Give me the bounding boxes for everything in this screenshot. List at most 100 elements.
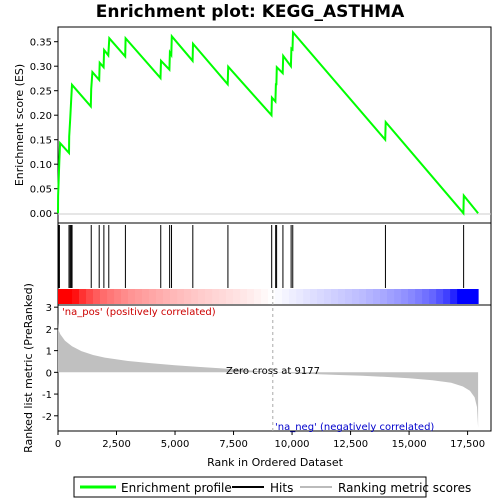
es-y-tick-label: 0.20 [30,111,52,122]
enrichment-profile-line [57,29,479,216]
es-y-tick-label: 0.35 [30,38,52,49]
metric-x-tick-label: 17,500 [450,439,485,450]
es-y-tick-label: 0.00 [30,209,52,220]
heat-bar-segment [191,289,199,304]
heat-bar-segment [296,289,304,304]
heat-bar-segment [331,289,339,304]
zero-cross-label: Zero cross at 9177 [226,366,320,377]
legend-label-metric: Ranking metric scores [338,481,471,495]
metric-y-axis-label: Ranked list metric (PreRanked) [22,283,35,453]
es-y-tick-label: 0.25 [30,87,52,98]
hit-markers [57,225,465,288]
heat-bar-segment [289,289,297,304]
heat-bar-segment [79,289,87,304]
metric-x-tick-label: 10,000 [275,439,310,450]
metric-x-tick-label: 2,500 [102,439,131,450]
heat-bar-segment [310,289,318,304]
heat-bar-segment [177,289,185,304]
es-y-tick-label: 0.10 [30,160,52,171]
heat-bar-segment [422,289,430,304]
legend-label-hits: Hits [270,481,293,495]
metric-y-tick-label: 0 [46,368,52,379]
heat-bar-segment [443,289,451,304]
negative-correlation-label: 'na_neg' (negatively correlated) [275,422,434,433]
heat-bar-segment [65,289,73,304]
heat-bar-segment [380,289,388,304]
es-y-axis-label: Enrichment score (ES) [13,64,26,186]
heat-bar-segment [142,289,150,304]
heat-bar-segment [282,289,290,304]
metric-y-tick-label: -1 [42,390,52,401]
heat-bar-segment [121,289,129,304]
es-y-tick-label: 0.05 [30,185,52,196]
heat-bar-segment [303,289,311,304]
ranking-metric-area [58,322,479,428]
heat-bar-segment [415,289,423,304]
heat-bar-segment [72,289,80,304]
heat-bar-segment [240,289,248,304]
legend-label-enrichment: Enrichment profile [121,481,232,495]
metric-panel: -2 -1 0 1 2 3 0 2,500 5,000 7,500 10,000 12,500 15,… [22,283,492,469]
heat-bar-segment [247,289,255,304]
heat-bar-segment [100,289,108,304]
heat-bar-segment [219,289,227,304]
heat-bar-segment [387,289,395,304]
heat-bar-segment [275,289,283,304]
heat-bar-segment [212,289,220,304]
heat-bar-segment [163,289,171,304]
heat-bar-segment [170,289,178,304]
heat-bar-segment [233,289,241,304]
heat-bar-segment [436,289,444,304]
heat-bar-segment [128,289,136,304]
es-plot-frame [57,26,492,224]
heat-bar-segment [429,289,437,304]
metric-x-tick-label: 5,000 [161,439,190,450]
rank-heat-bar [58,289,479,304]
heat-bar-segment [464,289,472,304]
chart-title: Enrichment plot: KEGG_ASTHMA [96,2,405,22]
heat-bar-segment [373,289,381,304]
heat-bar-segment [408,289,416,304]
metric-y-tick-label: -2 [42,412,52,423]
heat-bar-segment [401,289,409,304]
metric-y-tick-label: 1 [46,347,52,358]
heat-bar-segment [345,289,353,304]
metric-x-axis-label: Rank in Ordered Dataset [207,456,344,469]
heat-bar-segment [457,289,465,304]
heat-bar-segment [471,289,479,304]
heat-bar-segment [450,289,458,304]
heat-bar-segment [317,289,325,304]
heat-bar-segment [352,289,360,304]
legend: Enrichment profile Hits Ranking metric s… [73,476,471,498]
heat-bar-segment [198,289,206,304]
metric-x-tick-label: 0 [55,439,61,450]
es-y-tick-label: 0.15 [30,136,52,147]
heat-bar-segment [156,289,164,304]
heat-bar-segment [324,289,332,304]
heat-bar-segment [184,289,192,304]
metric-x-axis: 0 2,500 5,000 7,500 10,000 12,500 15,000 17,500 [55,431,485,450]
heat-bar-segment [261,289,269,304]
heat-bar-segment [268,289,276,304]
heat-bar-segment [149,289,157,304]
heat-bar-segment [205,289,213,304]
heat-bar-segment [107,289,115,304]
metric-x-tick-label: 7,500 [219,439,248,450]
metric-x-tick-label: 15,000 [392,439,427,450]
heat-bar-segment [338,289,346,304]
es-panel: 0.00 0.05 0.10 0.15 0.20 0.25 0.30 0.35 Enrichm… [13,26,492,224]
heat-bar-segment [226,289,234,304]
heat-bar-segment [359,289,367,304]
heat-bar-segment [114,289,122,304]
hits-panel [57,222,492,306]
positive-correlation-label: 'na_pos' (positively correlated) [62,307,216,318]
metric-y-tick-label: 2 [46,325,52,336]
es-y-axis: 0.00 0.05 0.10 0.15 0.20 0.25 0.30 0.35 [30,38,58,220]
heat-bar-segment [394,289,402,304]
heat-bar-segment [86,289,94,304]
heat-bar-segment [366,289,374,304]
heat-bar-segment [254,289,262,304]
heat-bar-segment [93,289,101,304]
metric-y-axis: -2 -1 0 1 2 3 [42,303,58,423]
